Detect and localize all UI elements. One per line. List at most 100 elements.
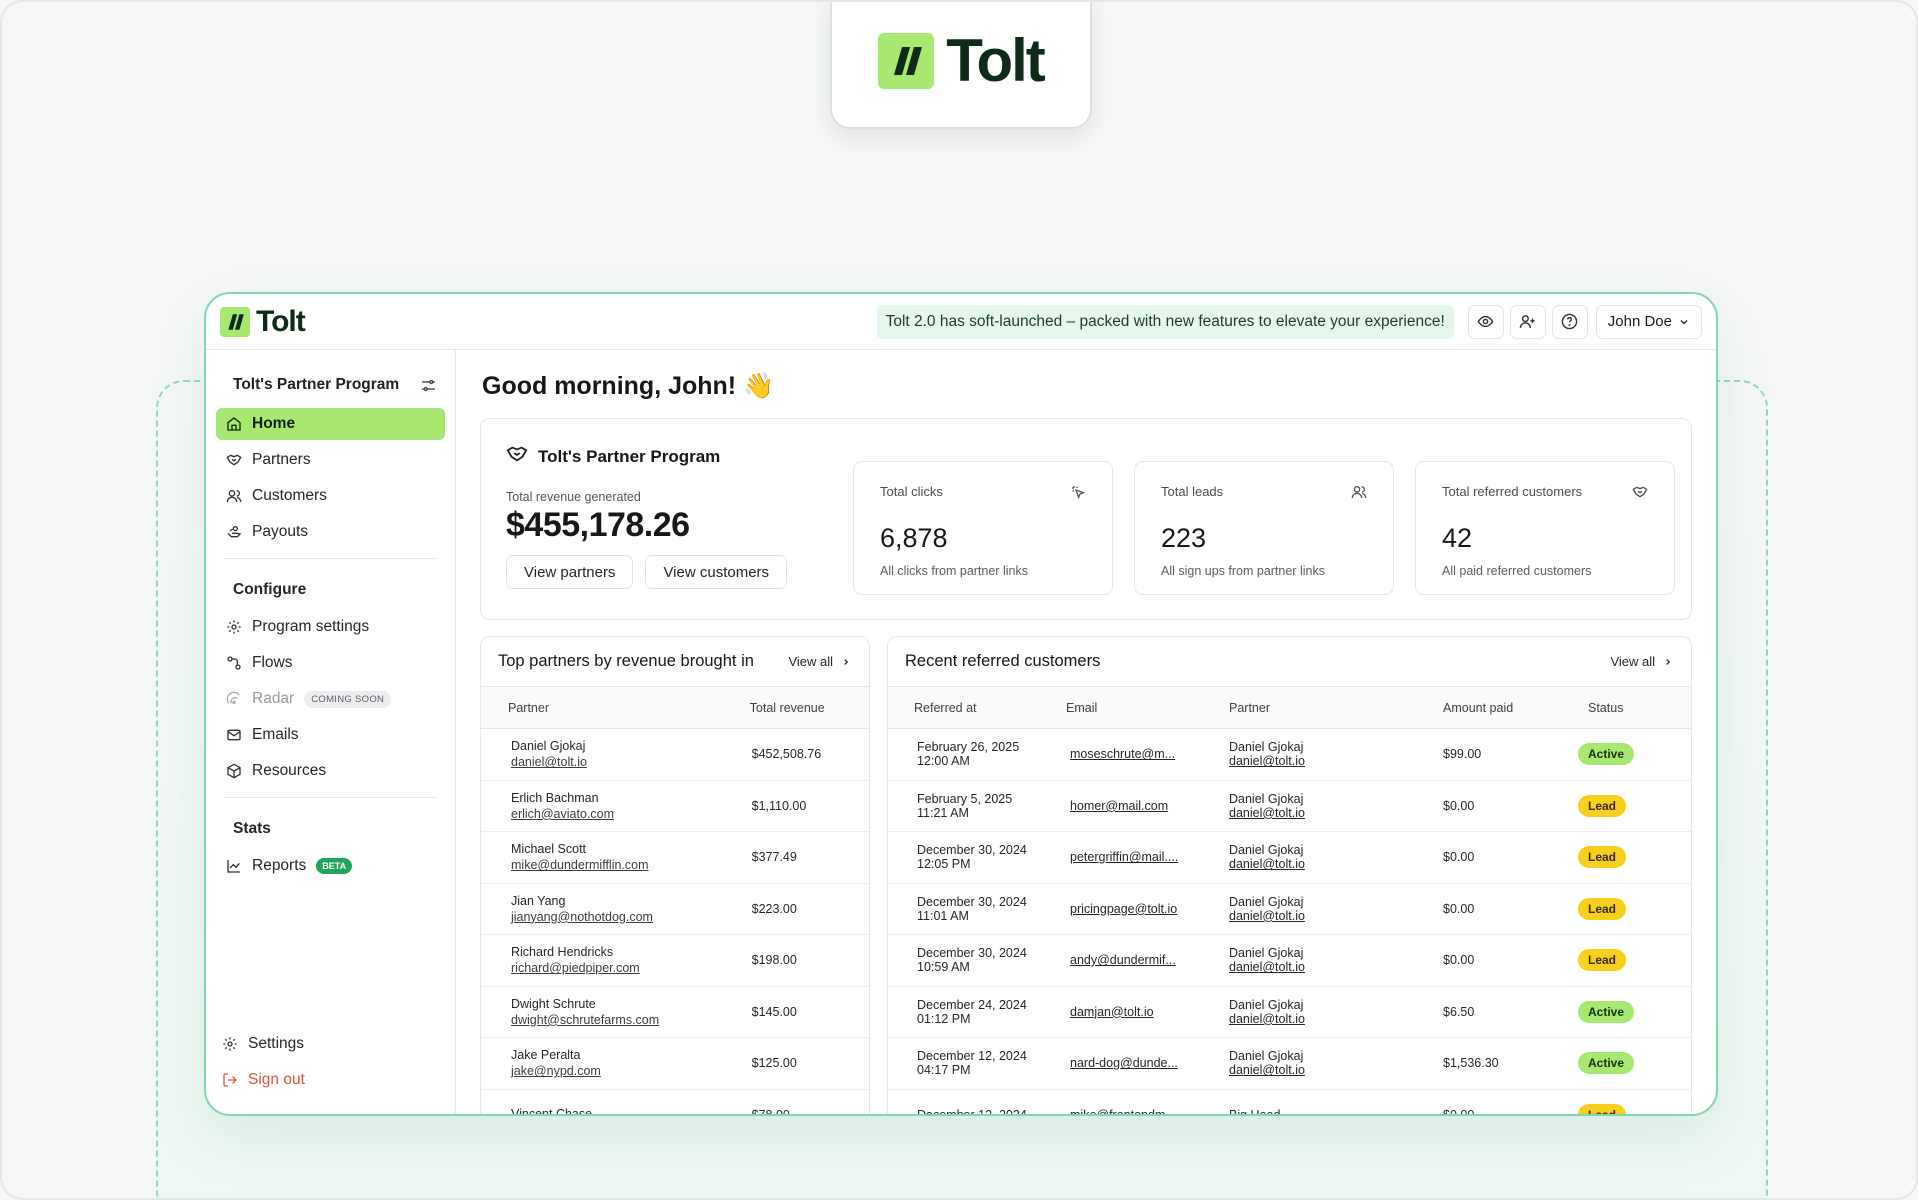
table-row[interactable]: December 24, 2024 01:12 PM damjan@tolt.io D… <box>888 987 1691 1038</box>
program-switcher[interactable]: Tolt's Partner Program <box>216 368 445 402</box>
partner-name: Jake Peralta <box>511 1048 581 1063</box>
help-button[interactable] <box>1551 304 1588 339</box>
table-row[interactable]: Jian Yang jianyang@nothotdog.com $223.00 <box>481 884 869 935</box>
status-badge: Lead <box>1578 949 1627 972</box>
program-title: Tolt's Partner Program <box>506 443 796 470</box>
table-row[interactable]: Michael Scott mike@dundermifflin.com $377.… <box>481 832 869 884</box>
customer-email-link[interactable]: pricingpage@tolt.io <box>1070 901 1178 916</box>
invite-user-button[interactable] <box>1509 304 1546 339</box>
table-row[interactable]: February 5, 2025 11:21 AM homer@mail.com Da… <box>888 781 1691 832</box>
partner-email-link[interactable]: mike@dundermifflin.com <box>511 858 649 873</box>
status-badge: Lead <box>1578 846 1627 869</box>
referred-time: 12:05 PM <box>917 857 971 872</box>
partner-email-link[interactable]: daniel@tolt.io <box>1229 754 1305 769</box>
view-all-label: View all <box>1610 654 1655 669</box>
table-row[interactable]: December 12, 2024 mike@frontendm... Big He… <box>888 1090 1691 1116</box>
table-row[interactable]: Jake Peralta jake@nypd.com $125.00 <box>481 1038 869 1090</box>
table-row[interactable]: December 30, 2024 11:01 AM pricingpage@tol… <box>888 884 1691 935</box>
tolt-logo-icon <box>878 32 935 89</box>
customer-email-link[interactable]: damjan@tolt.io <box>1070 1004 1154 1019</box>
partner-email-link[interactable]: daniel@tolt.io <box>1229 857 1305 872</box>
table-row[interactable]: February 26, 2025 12:00 AM moseschrute@m..… <box>888 729 1691 781</box>
partner-email-link[interactable]: jianyang@nothotdog.com <box>511 909 653 924</box>
preview-button[interactable] <box>1467 304 1504 339</box>
referred-date: February 26, 2025 <box>917 740 1020 755</box>
status-cell: Active <box>1578 1000 1678 1023</box>
partner-email-link[interactable]: daniel@tolt.io <box>1229 960 1305 975</box>
status-cell: Lead <box>1578 897 1678 920</box>
customer-email-link[interactable]: homer@mail.com <box>1070 798 1169 813</box>
stat-description: All clicks from partner links <box>880 564 1028 578</box>
table-row[interactable]: Vincent Chase $78.00 <box>481 1090 869 1114</box>
column-header: Email <box>1066 700 1098 715</box>
sidebar-item-settings[interactable]: Settings <box>216 1028 446 1060</box>
table-row[interactable]: December 30, 2024 12:05 PM petergriffin@ma… <box>888 832 1691 884</box>
customer-email-link[interactable]: moseschrute@m... <box>1070 747 1176 762</box>
customer-email-link[interactable]: andy@dundermif... <box>1070 953 1176 968</box>
table-row[interactable]: Richard Hendricks richard@piedpiper.com $1… <box>481 935 869 987</box>
sidebar-item-home[interactable]: Home <box>216 408 445 440</box>
sidebar-item-emails[interactable]: Emails <box>216 719 445 751</box>
table-row[interactable]: Dwight Schrute dwight@schrutefarms.com $14… <box>481 987 869 1038</box>
partner-cell: Michael Scott mike@dundermifflin.com <box>481 842 752 872</box>
sidebar-item-label: Partners <box>252 451 311 468</box>
customer-email-cell: damjan@tolt.io <box>1066 1005 1229 1019</box>
partner-revenue: $145.00 <box>751 1004 797 1019</box>
partner-email-link[interactable]: jake@nypd.com <box>511 1064 601 1079</box>
status-badge: Active <box>1578 743 1635 766</box>
sidebar-item-flows[interactable]: Flows <box>216 647 445 679</box>
referred-at-cell: December 30, 2024 11:01 AM <box>888 895 1066 923</box>
sidebar-item-resources[interactable]: Resources <box>216 755 445 787</box>
customer-email-link[interactable]: mike@frontendm... <box>1070 1107 1176 1116</box>
stat-value: 223 <box>1161 523 1207 553</box>
view-all-customers-link[interactable]: View all <box>1610 654 1673 669</box>
program-summary-card: Tolt's Partner Program Total revenue gen… <box>480 418 1692 620</box>
view-customers-button[interactable]: View customers <box>645 555 788 589</box>
table-row[interactable]: December 30, 2024 10:59 AM andy@dundermif.… <box>888 935 1691 987</box>
table-row[interactable]: Daniel Gjokaj daniel@tolt.io $452,508.76 <box>481 729 869 781</box>
app-logo[interactable]: Tolt <box>220 305 306 339</box>
stat-card-leads: Total leads 223 All sign ups from partne… <box>1134 461 1394 595</box>
partner-cell: Daniel Gjokaj daniel@tolt.io <box>1229 946 1443 974</box>
click-icon <box>1070 484 1086 503</box>
table-header: Referred at Email Partner Amount paid St… <box>888 687 1691 729</box>
partner-email-link[interactable]: daniel@tolt.io <box>1229 908 1305 923</box>
sliders-icon[interactable] <box>420 377 437 394</box>
partner-email-link[interactable]: dwight@schrutefarms.com <box>511 1012 660 1027</box>
view-partners-button[interactable]: View partners <box>506 555 634 589</box>
sidebar-item-program-settings[interactable]: Program settings <box>216 611 445 643</box>
partner-cell: Big Head <box>1229 1108 1443 1114</box>
tolt-logo-icon <box>220 306 250 337</box>
revenue-value: $455,178.26 <box>506 506 690 544</box>
sidebar-item-radar[interactable]: Radar COMING SOON <box>216 683 445 715</box>
customer-email-link[interactable]: petergriffin@mail.... <box>1070 850 1179 865</box>
sidebar-item-payouts[interactable]: Payouts <box>216 516 445 548</box>
partner-name: Dwight Schrute <box>511 996 596 1011</box>
table-header: Partner Total revenue <box>481 687 869 729</box>
partner-email-link[interactable]: erlich@aviato.com <box>511 806 615 821</box>
table-row[interactable]: December 12, 2024 04:17 PM nard-dog@dunde.… <box>888 1038 1691 1090</box>
partner-email-link[interactable]: daniel@tolt.io <box>1229 805 1305 820</box>
partner-name: Daniel Gjokaj <box>1229 946 1304 961</box>
customer-email-cell: andy@dundermif... <box>1066 953 1229 967</box>
partner-email-link[interactable]: daniel@tolt.io <box>1229 1011 1305 1026</box>
app-window: Tolt Tolt 2.0 has soft-launched – packed… <box>204 292 1718 1116</box>
user-menu-button[interactable]: John Doe <box>1595 304 1702 339</box>
sidebar-item-reports[interactable]: Reports BETA <box>216 850 445 882</box>
mail-icon <box>226 727 242 743</box>
sidebar-item-label: Emails <box>252 726 299 743</box>
sidebar-item-customers[interactable]: Customers <box>216 480 445 512</box>
view-all-partners-link[interactable]: View all <box>788 654 851 669</box>
sign-out-button[interactable]: Sign out <box>216 1064 446 1096</box>
announcement-banner[interactable]: Tolt 2.0 has soft-launched – packed with… <box>876 304 1454 339</box>
chart-icon <box>226 858 242 874</box>
partner-email-link[interactable]: daniel@tolt.io <box>1229 1063 1305 1078</box>
customer-email-link[interactable]: nard-dog@dunde... <box>1070 1056 1178 1071</box>
partner-name: Erlich Bachman <box>511 790 599 805</box>
table-row[interactable]: Erlich Bachman erlich@aviato.com $1,110.00 <box>481 781 869 832</box>
sidebar-item-partners[interactable]: Partners <box>216 444 445 476</box>
partner-email-link[interactable]: richard@piedpiper.com <box>511 961 640 976</box>
topbar: Tolt Tolt 2.0 has soft-launched – packed… <box>206 294 1716 350</box>
partner-email-link[interactable]: daniel@tolt.io <box>511 755 587 770</box>
partner-name: Daniel Gjokaj <box>1229 740 1304 755</box>
